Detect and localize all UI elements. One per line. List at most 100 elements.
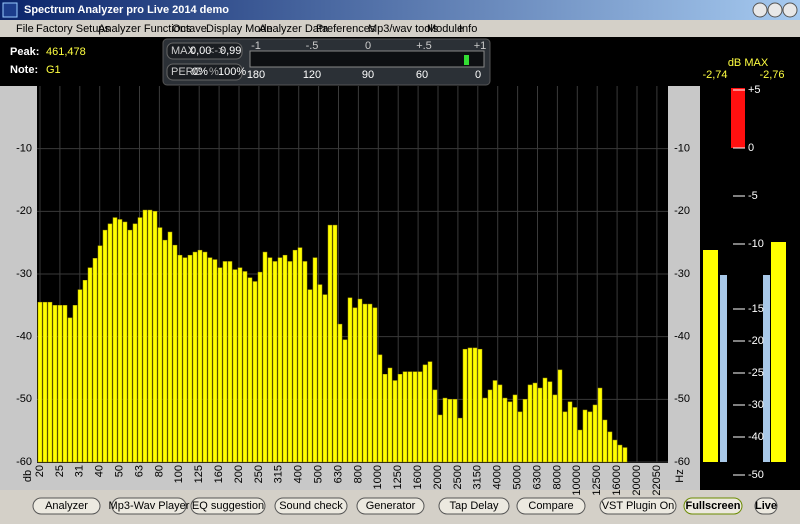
x-tick-label: 6300 [531,465,543,489]
phase-scale-label: 60 [416,69,428,81]
button-label[interactable]: Live [755,500,777,512]
button-label[interactable]: Generator [366,500,416,512]
bar [457,417,463,463]
x-tick-label: 8000 [551,465,563,489]
button[interactable] [190,497,266,515]
bar [142,209,148,463]
button-label[interactable]: Sound check [279,500,343,512]
menu-item[interactable]: Analyzer Functions [98,23,192,35]
menu-item[interactable]: Preferences [316,23,376,35]
bar [202,251,208,463]
bar [492,380,498,463]
x-tick-label: 5000 [512,465,524,489]
bar [487,389,493,463]
button-label[interactable]: VST Plugin On [602,500,675,512]
phase-scale-label: -1 [251,40,261,52]
button[interactable] [438,497,510,515]
bar [562,411,568,463]
bar [72,305,78,463]
x-tick-label: 1000 [372,465,384,489]
button[interactable] [516,497,586,515]
phase-scale-label: +1 [474,40,487,52]
bar [297,247,303,463]
bar [77,289,83,463]
bar [582,409,588,463]
bar [92,258,98,463]
y-tick-label: -20 [16,205,32,217]
button-label[interactable]: Mp3-Wav Player [109,500,190,512]
bar [307,289,313,463]
left-axis-panel [0,86,37,490]
close-button[interactable] [782,2,798,18]
bar [462,348,468,463]
button[interactable] [32,497,101,515]
bar [482,397,488,463]
button[interactable] [111,497,187,515]
bar [547,381,553,463]
button[interactable] [599,497,677,515]
bar [342,339,348,463]
button-label[interactable]: EQ suggestion [192,500,264,512]
phase-scale-label: 180 [247,69,265,81]
x-tick-label: 25 [54,465,66,477]
menu-item[interactable]: Info [459,23,477,35]
bar [417,371,423,463]
bar [322,294,328,463]
phase-scale-label: -.5 [306,40,319,52]
note-value: G1 [46,64,61,76]
right-axis-panel [668,86,700,490]
x-tick-label: 20000 [631,465,643,496]
bar [132,223,138,463]
bar [337,323,343,463]
button[interactable] [356,497,425,515]
meter-scale-label: -10 [748,238,764,250]
bar [302,261,308,463]
y-unit: db [22,470,34,482]
x-tick-label: 4000 [492,465,504,489]
button-label[interactable]: Analyzer [45,500,88,512]
bar [87,267,93,463]
bar [167,231,173,463]
perc-box [166,63,243,81]
button[interactable] [683,497,743,515]
y-tick-label: -40 [16,331,32,343]
menu-item[interactable]: Display Mode [206,23,273,35]
bar [117,219,123,463]
bar [572,407,578,463]
menu-item[interactable]: Module [427,23,463,35]
perc-to[interactable]: 100% [218,66,246,78]
bar [277,257,283,463]
x-tick-label: 630 [332,465,344,483]
button[interactable] [274,497,348,515]
menu-item[interactable]: Mp3/wav tools [368,23,439,35]
bar [377,354,383,463]
bar [432,389,438,463]
button[interactable] [754,497,778,515]
menu-item[interactable]: Octave [172,23,207,35]
bar [502,397,508,463]
menu-item[interactable]: Factory Setups [36,23,110,35]
bar [47,301,53,463]
x-tick-label: 125 [193,465,205,483]
button-label[interactable]: Fullscreen [685,500,740,512]
bar [422,364,428,463]
bar [387,367,393,463]
phase-meter [249,50,485,68]
maximize-button[interactable] [767,2,783,18]
meter-right-bar [771,242,786,462]
menu-item[interactable]: File [16,23,34,35]
x-tick-label: 80 [153,465,165,477]
menu-item[interactable]: Analyzer Data [259,23,329,35]
minimize-button[interactable] [752,2,768,18]
bar [52,305,58,463]
max-from[interactable]: 0,00 [190,45,211,57]
button-label[interactable]: Tap Delay [450,500,499,512]
perc-from[interactable]: 0% [192,66,208,78]
button-label[interactable]: Compare [528,500,573,512]
x-tick-label: 12500 [591,465,603,496]
x-tick-label: 100 [173,465,185,483]
x-tick-label: 50 [114,465,126,477]
bar [467,347,473,463]
max-to[interactable]: 0,99 [220,45,241,57]
